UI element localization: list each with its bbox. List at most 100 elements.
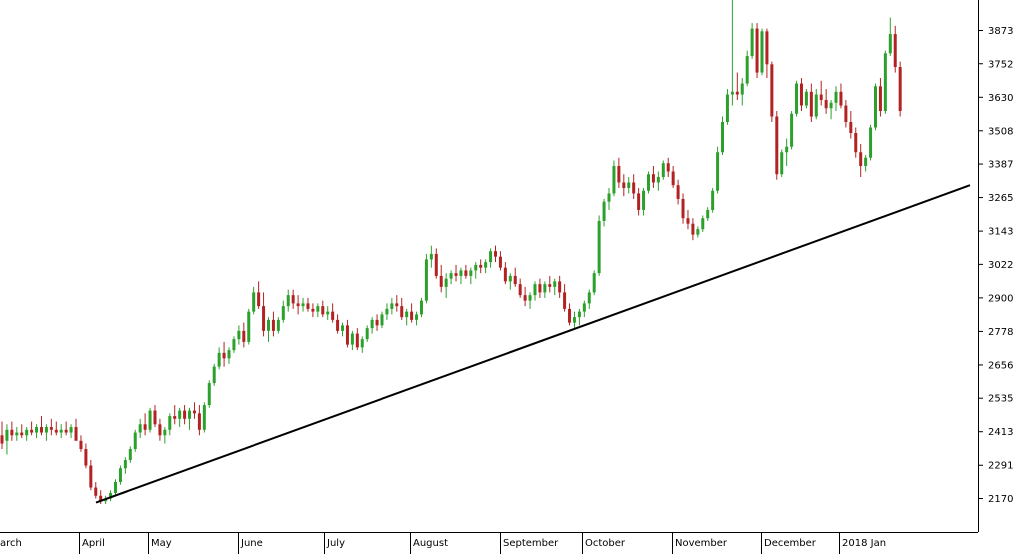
candle <box>247 308 251 345</box>
candle-body <box>311 308 315 312</box>
y-tick-label: 3508 <box>988 126 1013 137</box>
candle-body <box>498 256 502 268</box>
candle <box>291 289 295 309</box>
candle-body <box>5 429 9 441</box>
candle-body <box>390 303 394 309</box>
candle <box>355 328 359 351</box>
candle <box>656 171 660 191</box>
candle-body <box>637 193 641 210</box>
candle <box>158 418 162 441</box>
candle <box>834 86 838 112</box>
candle <box>681 193 685 224</box>
candle-body <box>163 429 167 436</box>
candle <box>489 248 493 268</box>
candle <box>563 284 567 312</box>
candle <box>804 89 808 109</box>
candle-body <box>592 273 596 293</box>
candle <box>192 402 196 419</box>
candle-body <box>227 350 231 359</box>
y-tick-label: 3143 <box>988 227 1013 238</box>
candle-body <box>262 306 266 331</box>
candle <box>701 215 705 232</box>
candle <box>765 28 769 79</box>
candle <box>666 157 670 177</box>
candle-body <box>785 146 789 153</box>
candle-body <box>429 253 433 260</box>
candle-body <box>128 449 132 461</box>
candle-body <box>434 253 438 276</box>
candle-body <box>316 306 320 312</box>
candle <box>498 251 502 271</box>
candle-body <box>834 91 838 103</box>
candle-body <box>829 102 833 109</box>
candle-body <box>479 264 483 268</box>
candle-body <box>168 416 172 430</box>
y-tick-label: 3630 <box>988 93 1013 104</box>
candle-body <box>587 292 591 304</box>
candle-body <box>449 273 453 279</box>
candle <box>602 198 606 227</box>
candle-body <box>232 339 236 351</box>
y-tick-label: 2170 <box>988 494 1013 505</box>
candle <box>222 341 226 367</box>
candle-body <box>341 325 345 331</box>
candle-body <box>854 133 858 153</box>
candle-body <box>568 308 572 323</box>
trendline <box>95 184 971 504</box>
candle <box>30 421 34 436</box>
candle <box>133 429 137 452</box>
candle <box>49 418 53 436</box>
candle-body <box>79 440 83 450</box>
candle <box>410 303 414 323</box>
candle-body <box>459 270 463 276</box>
candle <box>711 187 715 213</box>
candle-body <box>513 275 517 285</box>
candle-body <box>424 259 428 301</box>
candle-body <box>138 424 142 433</box>
candle <box>415 311 419 326</box>
candle <box>454 264 458 282</box>
candle-body <box>523 295 527 301</box>
y-tick-label: 2413 <box>988 427 1013 438</box>
candle <box>642 187 646 216</box>
candle-body <box>89 465 93 488</box>
candle-body <box>336 319 340 331</box>
y-axis: 2170 2291 2413 2535 2656 2778 2900 3022 3143 3265… <box>978 26 1013 505</box>
y-tick-label: 2656 <box>988 360 1013 371</box>
candle <box>883 50 887 114</box>
candle <box>627 176 631 194</box>
candle <box>706 207 710 221</box>
candle <box>577 308 581 326</box>
candle-body <box>651 174 655 183</box>
candle-body <box>44 427 48 433</box>
candle <box>745 50 749 87</box>
candle-body <box>15 432 19 436</box>
candle-body <box>795 83 799 114</box>
candle-body <box>716 152 720 191</box>
candle <box>286 289 290 312</box>
candle <box>360 336 364 353</box>
candle <box>89 460 93 491</box>
candle-body <box>444 278 448 287</box>
candle <box>854 127 858 158</box>
candle-body <box>676 185 680 199</box>
candle <box>128 446 132 463</box>
candle-body <box>173 416 177 419</box>
candle-body <box>345 325 349 345</box>
candle <box>878 78 882 117</box>
candle <box>380 311 384 329</box>
candle-body <box>730 91 734 95</box>
candle-body <box>548 284 552 287</box>
candle <box>558 275 562 298</box>
candle-body <box>158 424 162 436</box>
candle <box>271 311 275 337</box>
candle <box>429 245 433 268</box>
candle-body <box>864 157 868 166</box>
y-tick-label: 2535 <box>988 394 1013 405</box>
candle-body <box>350 333 354 345</box>
candle <box>138 418 142 439</box>
candle-body <box>666 163 670 172</box>
candle <box>20 424 24 439</box>
candle-body <box>725 94 729 123</box>
candle <box>395 295 399 312</box>
